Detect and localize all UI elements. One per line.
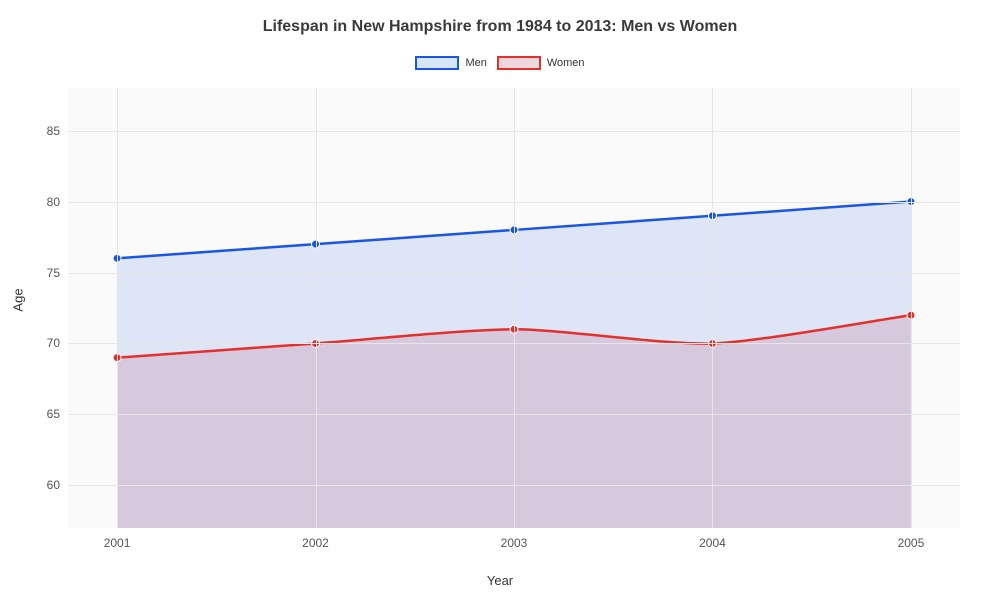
legend-label: Women (547, 57, 585, 69)
y-tick-label: 75 (47, 266, 60, 280)
chart-container: Lifespan in New Hampshire from 1984 to 2… (0, 0, 1000, 600)
grid-line-horizontal (68, 485, 960, 486)
chart-title: Lifespan in New Hampshire from 1984 to 2… (0, 18, 1000, 36)
x-tick-label: 2004 (699, 536, 726, 550)
y-tick-label: 85 (47, 124, 60, 138)
grid-line-vertical (911, 88, 912, 528)
legend: Men Women (0, 56, 1000, 70)
y-tick-label: 80 (47, 195, 60, 209)
x-tick-label: 2001 (104, 536, 131, 550)
legend-item[interactable]: Men (415, 56, 486, 70)
y-tick-label: 65 (47, 407, 60, 421)
grid-line-horizontal (68, 273, 960, 274)
grid-line-vertical (712, 88, 713, 528)
y-tick-label: 70 (47, 336, 60, 350)
legend-item[interactable]: Women (497, 56, 585, 70)
legend-swatch (415, 56, 459, 70)
grid-line-vertical (514, 88, 515, 528)
grid-line-horizontal (68, 343, 960, 344)
grid-line-horizontal (68, 414, 960, 415)
grid-line-horizontal (68, 202, 960, 203)
x-tick-label: 2005 (898, 536, 925, 550)
plot-area: 20012002200320042005606570758085 (68, 88, 960, 528)
grid-line-vertical (316, 88, 317, 528)
y-axis-label: Age (11, 288, 26, 311)
y-tick-label: 60 (47, 478, 60, 492)
grid-line-horizontal (68, 131, 960, 132)
x-tick-label: 2003 (501, 536, 528, 550)
x-axis-label: Year (0, 573, 1000, 588)
legend-swatch (497, 56, 541, 70)
grid-line-vertical (117, 88, 118, 528)
x-tick-label: 2002 (302, 536, 329, 550)
legend-label: Men (465, 57, 486, 69)
